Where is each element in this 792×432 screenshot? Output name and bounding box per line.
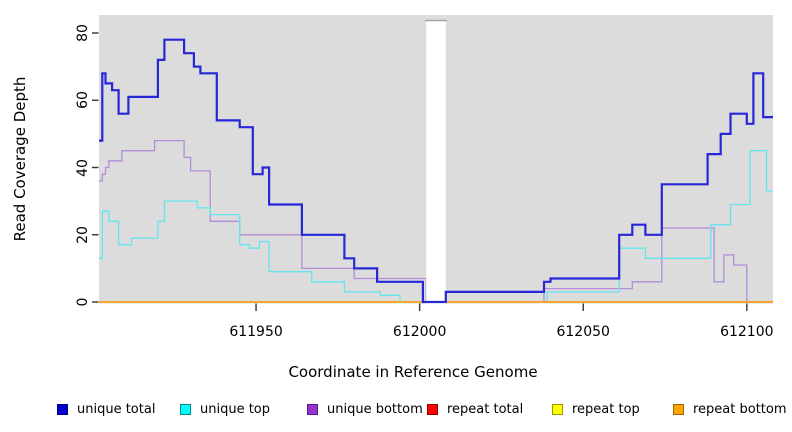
legend-label: repeat total [447, 401, 524, 417]
legend-item-repeat-total: repeat total [427, 398, 523, 420]
plot-legend: unique total unique top unique bottom repea… [0, 398, 792, 420]
y-axis-title: Read Coverage Depth [11, 76, 29, 242]
legend-swatch-icon [57, 403, 68, 415]
x-axis-title: Coordinate in Reference Genome [288, 363, 538, 381]
x-tick-label: 612050 [556, 324, 610, 340]
legend-swatch-icon [552, 403, 563, 415]
y-tick-label: 20 [75, 225, 91, 244]
x-tick-label: 611950 [229, 324, 283, 340]
legend-swatch-icon [427, 403, 438, 415]
legend-label: unique top [200, 401, 271, 417]
legend-swatch-icon [180, 403, 191, 415]
legend-item-unique-bottom: unique bottom [307, 398, 423, 420]
y-tick-label: 80 [75, 24, 91, 42]
legend-item-repeat-bottom: repeat bottom [673, 398, 787, 420]
x-tick-label: 612000 [392, 324, 447, 340]
legend-item-unique-total: unique total [57, 398, 155, 420]
legend-label: unique total [77, 401, 156, 417]
y-tick-label: 40 [75, 158, 91, 177]
y-tick-label: 60 [75, 91, 91, 110]
masked-gap-band [426, 20, 446, 312]
series-unique-bottom [99, 139, 773, 303]
legend-swatch-icon [307, 403, 318, 415]
legend-item-unique-top: unique top [180, 398, 270, 420]
y-tick-label: 0 [75, 297, 91, 307]
legend-label: repeat bottom [693, 401, 787, 417]
series-unique-total [99, 38, 773, 304]
legend-label: unique bottom [327, 401, 423, 417]
x-tick-label: 612100 [720, 324, 774, 340]
series-unique-top [99, 150, 773, 303]
legend-label: repeat top [572, 401, 640, 417]
legend-swatch-icon [673, 403, 684, 415]
legend-item-repeat-top: repeat top [552, 398, 640, 420]
